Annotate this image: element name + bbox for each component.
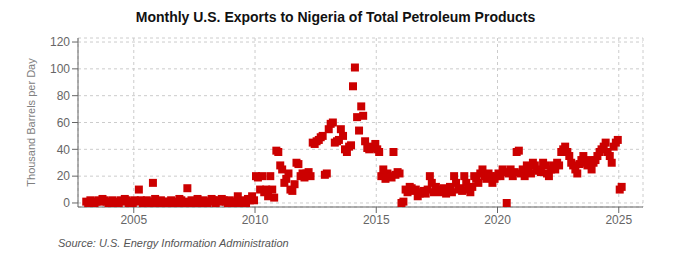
svg-text:80: 80: [57, 89, 71, 103]
html-text:Monthly U.S. Exports to Nigeri: Monthly U.S. Exports to Nigeria of Total…: [135, 9, 536, 25]
html-text:Source: U.S. Energy Informatio: Source: U.S. Energy Information Administ…: [58, 237, 289, 249]
svg-text:0: 0: [63, 196, 70, 210]
svg-text:Thousand Barrels per Day: Thousand Barrels per Day: [25, 58, 37, 187]
svg-text:2010: 2010: [242, 213, 269, 227]
svg-text:2025: 2025: [605, 213, 632, 227]
svg-text:120: 120: [50, 35, 70, 49]
svg-text:100: 100: [50, 62, 70, 76]
svg-text:60: 60: [57, 116, 71, 130]
svg-text:2005: 2005: [120, 213, 147, 227]
svg-text:2020: 2020: [484, 213, 511, 227]
svg-text:40: 40: [57, 143, 71, 157]
svg-text:2015: 2015: [363, 213, 390, 227]
svg-text:20: 20: [57, 169, 71, 183]
